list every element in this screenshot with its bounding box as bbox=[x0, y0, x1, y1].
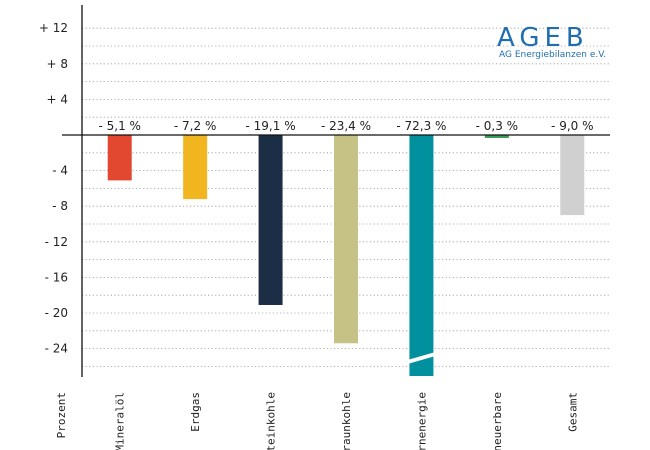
bar-erdgas bbox=[183, 135, 208, 200]
bar-steinkohle bbox=[258, 135, 283, 305]
data-label: - 5,1 % bbox=[98, 119, 140, 133]
y-axis-title: Prozent bbox=[55, 392, 68, 438]
y-tick-label: - 4 bbox=[52, 164, 68, 178]
axis-break-mark bbox=[407, 352, 436, 364]
bar-kernenergie bbox=[409, 135, 434, 376]
category-label: Erneuerbare bbox=[491, 392, 504, 450]
y-tick-label: + 8 bbox=[46, 57, 68, 71]
axes bbox=[62, 5, 610, 377]
y-tick-label: - 24 bbox=[45, 342, 68, 356]
data-label: - 19,1 % bbox=[246, 119, 296, 133]
bar-braunkohle bbox=[334, 135, 358, 344]
y-tick-label: - 16 bbox=[45, 270, 68, 284]
y-tick-label: - 8 bbox=[52, 199, 68, 213]
category-label: Erdgas bbox=[189, 392, 202, 432]
data-label: - 0,3 % bbox=[476, 119, 518, 133]
category-label: Kernenergie bbox=[415, 392, 428, 450]
data-label: - 9,0 % bbox=[551, 119, 593, 133]
y-tick-label: - 20 bbox=[45, 306, 68, 320]
category-label: Gesamt bbox=[566, 392, 579, 432]
category-label: Mineralöl bbox=[114, 392, 127, 450]
bar-mineralöl bbox=[107, 135, 132, 181]
labels: + 12 + 8 + 4 - 4 - 8 - 12 - 16 - 20 - 24 - 5,1 % M… bbox=[39, 21, 594, 450]
bar-gesamt bbox=[560, 135, 585, 216]
logo-subtitle: AG Energiebilanzen e.V. bbox=[499, 50, 606, 60]
category-label: Braunkohle bbox=[340, 392, 353, 450]
bars bbox=[107, 135, 585, 376]
data-label: - 72,3 % bbox=[396, 119, 446, 133]
category-label: Steinkohle bbox=[265, 392, 278, 450]
y-tick-label: + 12 bbox=[39, 21, 68, 35]
y-tick-label: - 12 bbox=[45, 235, 68, 249]
y-tick-label: + 4 bbox=[46, 92, 68, 106]
ageb-logo: AGEB AG Energiebilanzen e.V. bbox=[497, 23, 606, 60]
bar-erneuerbare bbox=[484, 135, 509, 138]
logo-title: AGEB bbox=[497, 23, 589, 53]
data-label: - 23,4 % bbox=[321, 119, 371, 133]
data-label: - 7,2 % bbox=[174, 119, 216, 133]
